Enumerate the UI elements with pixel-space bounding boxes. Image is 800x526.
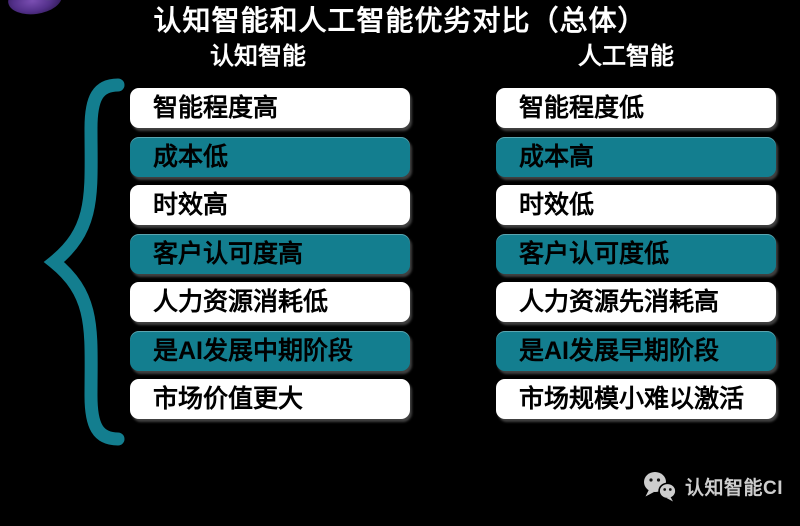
comparison-item: 人力资源消耗低: [130, 282, 410, 322]
comparison-item: 时效高: [130, 185, 410, 225]
comparison-item: 成本低: [130, 136, 410, 177]
comparison-item: 客户认可度高: [130, 233, 410, 274]
cognitive-column: 智能程度高 成本低 时效高 客户认可度高 人力资源消耗低 是AI发展中期阶段 市…: [130, 88, 410, 419]
brand-footer: 认知智能CI: [642, 470, 783, 503]
column-header-cognitive: 认知智能: [210, 43, 306, 70]
ai-column: 智能程度低 成本高 时效低 客户认可度低 人力资源先消耗高 是AI发展早期阶段 …: [496, 88, 776, 419]
wechat-icon: [644, 472, 677, 502]
comparison-item: 是AI发展早期阶段: [496, 330, 776, 371]
comparison-item: 智能程度低: [496, 88, 776, 128]
comparison-item: 智能程度高: [130, 88, 410, 128]
comparison-item: 市场规模小难以激活: [496, 379, 776, 419]
comparison-item: 人力资源先消耗高: [496, 282, 776, 322]
page-title: 认知智能和人工智能优劣对比（总体）: [153, 5, 647, 36]
column-header-ai: 人工智能: [578, 43, 674, 70]
comparison-item: 成本高: [496, 136, 776, 177]
comparison-item: 客户认可度低: [496, 233, 776, 274]
left-brace-icon: [43, 78, 125, 446]
brand-name: 认知智能CI: [685, 478, 784, 499]
comparison-item: 时效低: [496, 185, 776, 225]
comparison-item: 是AI发展中期阶段: [130, 330, 410, 371]
comparison-item: 市场价值更大: [130, 379, 410, 419]
